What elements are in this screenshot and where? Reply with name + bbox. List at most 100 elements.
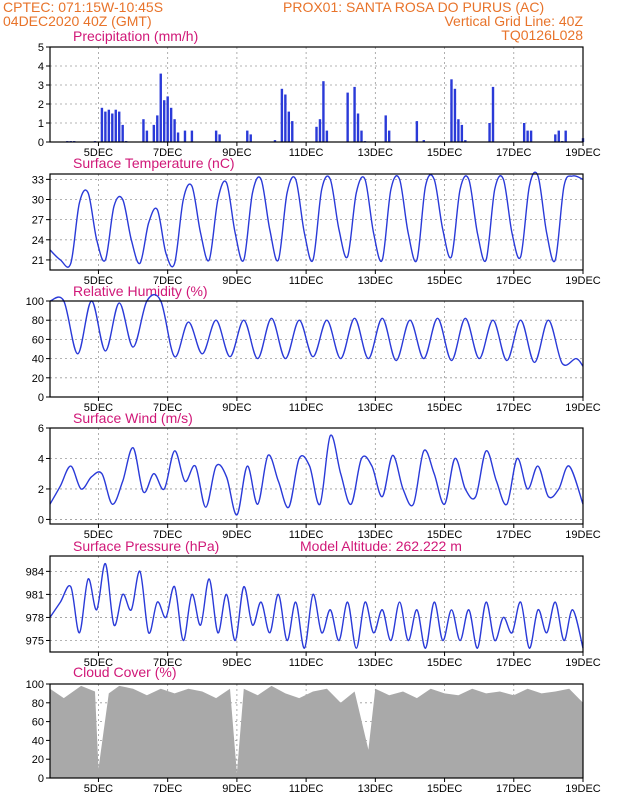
- cloud-panel: Cloud Cover (%) 0 20 40 60 80 100 5DEC 7DEC 9DEC 1…: [26, 664, 601, 795]
- cloud-xtick-label: 5DEC: [84, 783, 113, 795]
- precip-bar: [107, 109, 111, 142]
- precip-panel: Precipitation (mm/h) 0 1 2 3 4 5 5DEC 7DEC 9DEC 11…: [38, 28, 601, 159]
- temp-ytick-label: 30: [32, 195, 44, 207]
- cloud-title: Cloud Cover (%): [73, 664, 176, 680]
- precip-title: Precipitation (mm/h): [73, 28, 198, 44]
- temp-ytick-label: 33: [32, 174, 44, 186]
- temp-ytick-label: 21: [32, 255, 44, 267]
- precip-bar: [218, 134, 221, 142]
- pres-frame: [49, 555, 584, 653]
- pres-xtick-label: 17DEC: [496, 657, 532, 669]
- pres-panel: Surface Pressure (hPa) Model Altitude: 26…: [26, 538, 601, 669]
- cloud-ytick-label: 80: [32, 698, 44, 710]
- rh-ytick-label: 80: [32, 315, 44, 327]
- header-station: PROX01: SANTA ROSA DO PURUS (AC): [283, 0, 544, 15]
- precip-bar: [491, 86, 495, 142]
- wind-ytick-label: 0: [38, 514, 44, 526]
- precip-ytick-label: 3: [38, 80, 44, 92]
- wind-title: Surface Wind (m/s): [73, 410, 193, 426]
- rh-xtick-label: 17DEC: [496, 402, 532, 414]
- precip-bar: [280, 88, 284, 142]
- pres-xtick-label: 7DEC: [153, 657, 182, 669]
- cloud-ytick-label: 40: [32, 735, 44, 747]
- cloud-area: [50, 685, 583, 778]
- temp-xtick-label: 5DEC: [84, 275, 113, 287]
- rh-xtick-label: 19DEC: [565, 402, 601, 414]
- precip-bar: [114, 109, 117, 142]
- precip-bar: [291, 121, 294, 142]
- cloud-xtick-label: 19DEC: [565, 783, 601, 795]
- precip-ytick-label: 4: [38, 61, 44, 73]
- precip-bar: [488, 123, 491, 142]
- temp-xtick-label: 19DEC: [565, 275, 601, 287]
- precip-ytick-label: 2: [38, 99, 44, 111]
- precip-bar: [564, 130, 567, 142]
- rh-xtick-label: 5DEC: [84, 402, 113, 414]
- precip-bar: [169, 107, 173, 142]
- rh-panel: Relative Humidity (%) 0 20 40 60 80 100 5DEC 7DE…: [26, 283, 601, 414]
- pres-ytick-label: 975: [26, 635, 44, 647]
- rh-ytick-label: 0: [38, 392, 44, 404]
- precip-bar: [529, 130, 533, 142]
- precip-bar: [246, 130, 249, 142]
- pres-xtick-label: 5DEC: [84, 657, 113, 669]
- rh-ytick-label: 20: [32, 373, 44, 385]
- precip-bar: [557, 130, 560, 142]
- temp-panel: Surface Temperature (nC) 21 24 27 30 33 5DEC 7D…: [32, 155, 601, 287]
- pres-title: Surface Pressure (hPa): [73, 538, 219, 554]
- precip-bar: [156, 115, 159, 142]
- precip-bar: [183, 130, 187, 142]
- precip-xtick-label: 7DEC: [153, 147, 182, 159]
- rh-xtick-label: 11DEC: [289, 402, 324, 414]
- precip-bar: [142, 119, 145, 142]
- pres-ytick-label: 984: [26, 566, 44, 578]
- cloud-ytick-label: 100: [26, 679, 44, 691]
- rh-xtick-label: 15DEC: [427, 402, 463, 414]
- precip-bar: [387, 130, 391, 142]
- rh-title: Relative Humidity (%): [73, 283, 208, 299]
- pres-xtick-label: 9DEC: [222, 657, 251, 669]
- temp-xtick-label: 17DEC: [496, 275, 532, 287]
- precip-ytick-label: 0: [38, 137, 44, 149]
- precip-xtick-label: 11DEC: [289, 147, 324, 159]
- precip-bar: [152, 124, 156, 142]
- precip-bar: [104, 111, 107, 142]
- precip-bar: [111, 113, 114, 142]
- rh-ytick-label: 100: [26, 296, 44, 308]
- cloud-ytick-label: 20: [32, 754, 44, 766]
- wind-ytick-label: 2: [38, 484, 44, 496]
- rh-xtick-label: 13DEC: [358, 402, 394, 414]
- rh-xtick-label: 7DEC: [153, 402, 182, 414]
- temp-xtick-label: 11DEC: [289, 275, 324, 287]
- precip-bar: [526, 130, 529, 142]
- precip-bar: [273, 140, 277, 142]
- cloud-ytick-label: 60: [32, 717, 44, 729]
- precip-bar: [159, 73, 162, 142]
- cloud-xtick-label: 13DEC: [358, 783, 394, 795]
- pres-annotation: Model Altitude: 262.222 m: [300, 538, 462, 554]
- precip-bar: [121, 124, 124, 142]
- precip-bar: [450, 79, 453, 142]
- wind-xtick-label: 5DEC: [84, 529, 113, 541]
- wind-xtick-label: 7DEC: [153, 529, 182, 541]
- pres-xtick-label: 11DEC: [289, 657, 324, 669]
- precip-bar: [214, 130, 218, 142]
- precip-bar: [453, 88, 457, 142]
- precip-bar: [554, 134, 557, 142]
- precip-bar: [249, 134, 252, 142]
- pres-line: [49, 562, 584, 649]
- temp-xtick-label: 13DEC: [358, 275, 394, 287]
- cloud-xtick-label: 7DEC: [153, 783, 182, 795]
- precip-bar: [322, 81, 325, 142]
- wind-xtick-label: 15DEC: [427, 529, 463, 541]
- header: CPTEC: 071:15W-10:45S PROX01: SANTA ROSA…: [3, 0, 583, 43]
- wind-xtick-label: 9DEC: [222, 529, 251, 541]
- cloud-xtick-label: 15DEC: [427, 783, 463, 795]
- pres-xtick-label: 13DEC: [358, 657, 394, 669]
- temp-frame: [49, 173, 584, 271]
- pres-ytick-label: 981: [26, 589, 44, 601]
- wind-line: [49, 434, 584, 516]
- pres-xtick-label: 19DEC: [565, 657, 601, 669]
- precip-bar: [346, 92, 349, 142]
